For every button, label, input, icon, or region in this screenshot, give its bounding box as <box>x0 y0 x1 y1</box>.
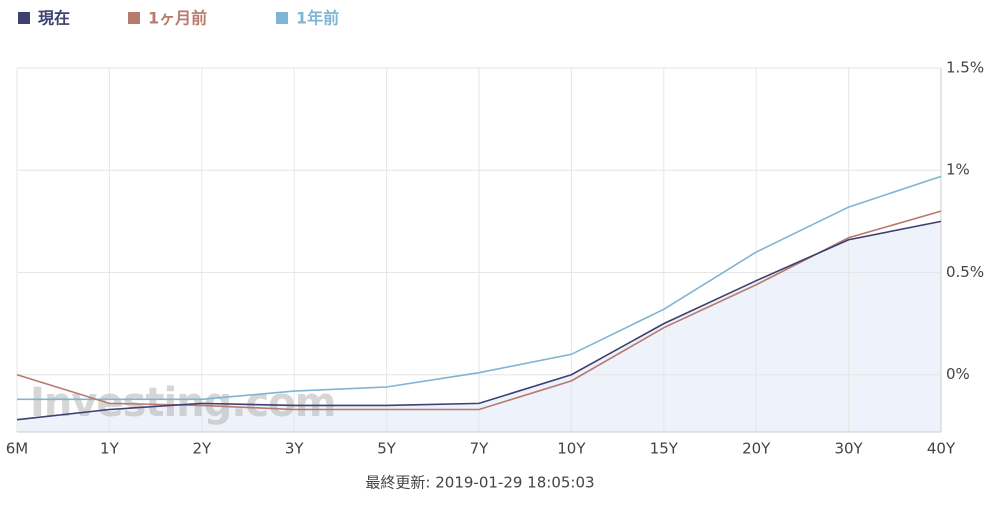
y-tick-label: 1% <box>946 161 970 179</box>
legend-label: 1年前 <box>296 9 339 28</box>
x-tick-label: 5Y <box>377 440 397 458</box>
x-tick-label: 6M <box>6 440 29 458</box>
legend-label: 現在 <box>38 9 70 28</box>
x-tick-label: 1Y <box>100 440 120 458</box>
x-tick-label: 30Y <box>834 440 863 458</box>
x-tick-label: 10Y <box>557 440 586 458</box>
watermark: Investing.com <box>30 380 335 426</box>
series-line <box>16 220 942 421</box>
legend-swatch <box>276 12 288 24</box>
y-tick-label: 0% <box>946 365 970 383</box>
series-line <box>17 175 942 401</box>
x-tick-label: 7Y <box>470 440 490 458</box>
legend-label: 1ヶ月前 <box>148 9 207 28</box>
y-tick-label: 1.5% <box>946 59 984 77</box>
x-tick-label: 40Y <box>927 440 956 458</box>
y-tick-label: 0.5% <box>946 263 984 281</box>
area <box>17 221 941 432</box>
x-tick-label: 3Y <box>285 440 305 458</box>
x-tick-label: 20Y <box>742 440 771 458</box>
legend-swatch <box>18 12 30 24</box>
x-tick-label: 2Y <box>192 440 212 458</box>
legend-swatch <box>128 12 140 24</box>
x-tick-label: 15Y <box>650 440 679 458</box>
footer: 最終更新: 2019-01-29 18:05:03 <box>365 474 594 492</box>
